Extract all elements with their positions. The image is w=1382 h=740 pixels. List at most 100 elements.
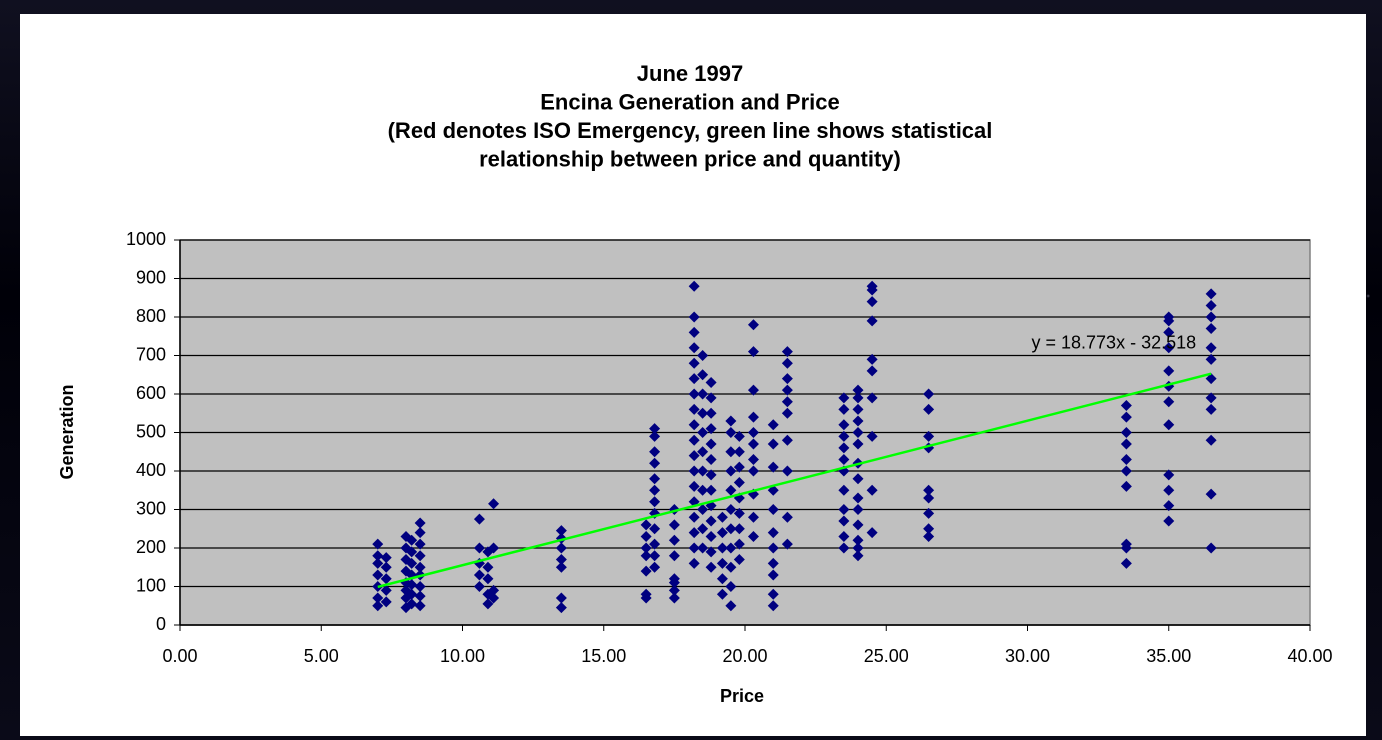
point: [747, 438, 759, 450]
point: [697, 484, 709, 496]
point: [1120, 465, 1132, 477]
point: [1163, 396, 1175, 408]
point: [852, 403, 864, 415]
point: [747, 346, 759, 358]
point: [852, 415, 864, 427]
point: [923, 507, 935, 519]
point: [697, 369, 709, 381]
x-tick-label: 10.00: [440, 646, 485, 666]
point: [923, 484, 935, 496]
chart-title: (Red denotes ISO Emergency, green line s…: [388, 118, 993, 143]
points: [372, 280, 1217, 614]
point: [414, 590, 426, 602]
point: [1120, 400, 1132, 412]
point: [838, 419, 850, 431]
point: [705, 407, 717, 419]
point: [838, 484, 850, 496]
point: [473, 513, 485, 525]
point: [747, 530, 759, 542]
point: [640, 565, 652, 577]
point: [923, 388, 935, 400]
point: [781, 465, 793, 477]
point: [1120, 438, 1132, 450]
point: [1205, 323, 1217, 335]
point: [725, 561, 737, 573]
point: [640, 530, 652, 542]
y-tick-label: 900: [136, 267, 166, 287]
point: [1163, 326, 1175, 338]
point: [725, 484, 737, 496]
point: [1205, 342, 1217, 354]
point: [688, 511, 700, 523]
point: [733, 507, 745, 519]
point: [697, 407, 709, 419]
x-tick-label: 0.00: [162, 646, 197, 666]
point: [705, 484, 717, 496]
point: [781, 538, 793, 550]
point: [838, 430, 850, 442]
point: [414, 517, 426, 529]
point: [733, 554, 745, 566]
point: [767, 419, 779, 431]
y-axis-title: Generation: [57, 384, 77, 479]
point: [697, 504, 709, 515]
point: [649, 484, 661, 496]
point: [705, 438, 717, 450]
point: [866, 430, 878, 442]
point: [1120, 453, 1132, 465]
point: [705, 561, 717, 573]
point: [923, 523, 935, 535]
point: [640, 519, 652, 531]
point: [488, 584, 500, 596]
point: [716, 557, 728, 569]
point: [923, 530, 935, 542]
point: [1120, 480, 1132, 492]
point: [688, 388, 700, 400]
point: [482, 598, 494, 610]
point: [488, 542, 500, 554]
point: [747, 427, 759, 438]
point: [649, 446, 661, 458]
x-tick-label: 40.00: [1287, 646, 1332, 666]
point: [668, 550, 680, 562]
point: [1163, 365, 1175, 377]
point: [1163, 469, 1175, 481]
point: [852, 392, 864, 404]
point: [725, 446, 737, 458]
point: [406, 534, 418, 546]
point: [725, 523, 737, 535]
point: [838, 442, 850, 454]
point: [649, 538, 661, 550]
point: [866, 484, 878, 496]
point: [838, 403, 850, 415]
point: [767, 600, 779, 612]
point: [372, 600, 384, 612]
point: [688, 342, 700, 354]
point: [1205, 311, 1217, 323]
point: [414, 561, 426, 573]
point: [852, 427, 864, 438]
point: [725, 504, 737, 515]
point: [555, 525, 567, 537]
point: [705, 469, 717, 481]
point: [380, 552, 392, 564]
point: [649, 430, 661, 442]
point: [372, 557, 384, 569]
point: [838, 504, 850, 515]
point: [767, 461, 779, 473]
point: [688, 373, 700, 385]
point: [733, 523, 745, 535]
point: [414, 550, 426, 562]
point: [372, 550, 384, 562]
point: [866, 353, 878, 365]
point: [406, 557, 418, 569]
point: [688, 527, 700, 539]
point: [473, 581, 485, 592]
point: [688, 480, 700, 492]
y-tick-label: 700: [136, 344, 166, 364]
point: [688, 403, 700, 415]
point: [649, 473, 661, 485]
point: [697, 542, 709, 554]
point: [767, 542, 779, 554]
